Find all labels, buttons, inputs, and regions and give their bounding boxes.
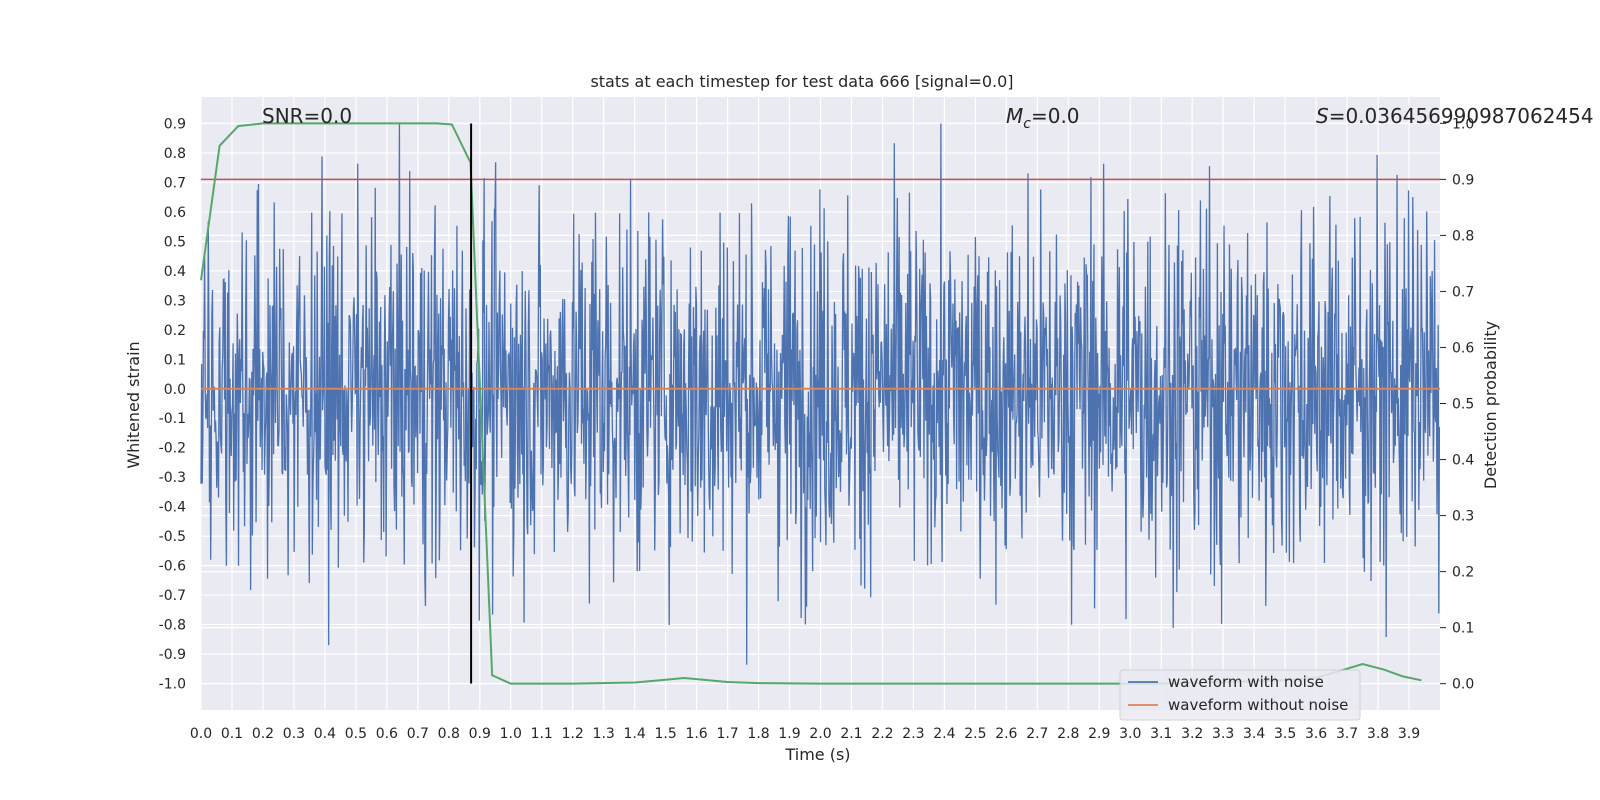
y-tick-label: 0.6 xyxy=(164,205,186,221)
x-tick-label: 2.3 xyxy=(902,726,924,742)
y-tick-label: 0.4 xyxy=(164,264,186,280)
x-tick-label: 1.7 xyxy=(716,726,738,742)
x-tick-label: 3.6 xyxy=(1305,726,1327,742)
legend-label-noise: waveform with noise xyxy=(1168,673,1324,691)
s-value: =0.036456990987062454 xyxy=(1329,104,1594,128)
mc-value: =0.0 xyxy=(1031,104,1080,128)
x-tick-label: 2.1 xyxy=(840,726,862,742)
y2-tick-label: 0.9 xyxy=(1452,172,1474,188)
x-tick-label: 3.3 xyxy=(1212,726,1234,742)
y-tick-label: 0.7 xyxy=(164,175,186,191)
x-tick-label: 2.5 xyxy=(964,726,986,742)
y-tick-label: 0.5 xyxy=(164,234,186,250)
y-tick-label: -0.4 xyxy=(159,500,186,516)
x-tick-label: 0.3 xyxy=(283,726,305,742)
x-tick-label: 0.0 xyxy=(190,726,212,742)
x-tick-label: 1.5 xyxy=(654,726,676,742)
x-tick-label: 1.3 xyxy=(593,726,615,742)
x-tick-label: 3.7 xyxy=(1336,726,1358,742)
x-tick-label: 0.2 xyxy=(252,726,274,742)
legend: waveform with noise waveform without noi… xyxy=(1119,669,1361,721)
x-tick-label: 0.8 xyxy=(438,726,460,742)
x-axis-ticks: 0.0 0.1 0.2 0.3 0.4 0.5 0.6 0.7 0.8 0.9 1.0 1.1 1.2 1… xyxy=(190,726,1420,742)
y-axis-label: Whitened strain xyxy=(124,341,143,468)
y2-tick-label: 0.8 xyxy=(1452,228,1474,244)
x-tick-label: 0.1 xyxy=(221,726,243,742)
x-tick-label: 1.8 xyxy=(747,726,769,742)
y2-tick-label: 0.0 xyxy=(1452,677,1474,693)
x-tick-label: 1.0 xyxy=(500,726,522,742)
x-tick-label: 3.5 xyxy=(1274,726,1296,742)
y-tick-label: 0.9 xyxy=(164,117,186,133)
y-tick-label: -0.2 xyxy=(159,441,186,457)
y2-axis-ticks: 1.0 0.9 0.8 0.7 0.6 0.5 0.4 0.3 0.2 0.1 0.0 xyxy=(1440,116,1474,693)
x-tick-label: 0.4 xyxy=(314,726,336,742)
y2-tick-label: 0.4 xyxy=(1452,453,1474,469)
y-tick-label: -0.9 xyxy=(159,647,186,663)
y2-axis-label: Detection probability xyxy=(1481,321,1500,489)
x-tick-label: 2.2 xyxy=(871,726,893,742)
x-tick-label: 3.2 xyxy=(1181,726,1203,742)
y2-tick-label: 0.2 xyxy=(1452,565,1474,581)
x-tick-label: 2.6 xyxy=(995,726,1017,742)
x-tick-label: 1.1 xyxy=(531,726,553,742)
y-tick-label: 0.0 xyxy=(164,382,186,398)
snr-annotation: SNR=0.0 xyxy=(262,104,352,128)
y-tick-label: 0.8 xyxy=(164,146,186,162)
y2-tick-label: 0.6 xyxy=(1452,340,1474,356)
x-tick-label: 1.2 xyxy=(562,726,584,742)
x-axis-label: Time (s) xyxy=(784,745,850,764)
x-tick-label: 0.5 xyxy=(345,726,367,742)
s-symbol: S xyxy=(1316,104,1329,128)
y-tick-label: -0.5 xyxy=(159,529,186,545)
x-tick-label: 2.9 xyxy=(1088,726,1110,742)
x-tick-label: 2.0 xyxy=(809,726,831,742)
y-tick-label: -0.7 xyxy=(159,588,186,604)
y2-tick-label: 1.0 xyxy=(1452,116,1474,132)
x-tick-label: 3.1 xyxy=(1150,726,1172,742)
chart-title: stats at each timestep for test data 666… xyxy=(590,72,1013,91)
x-tick-label: 0.9 xyxy=(469,726,491,742)
x-tick-label: 3.8 xyxy=(1367,726,1389,742)
x-tick-label: 1.4 xyxy=(624,726,646,742)
y-tick-label: 0.1 xyxy=(164,352,186,368)
x-tick-label: 3.4 xyxy=(1243,726,1265,742)
y-tick-label: -0.6 xyxy=(159,559,186,575)
x-tick-label: 1.6 xyxy=(685,726,707,742)
x-tick-label: 2.7 xyxy=(1026,726,1048,742)
y-tick-label: -0.1 xyxy=(159,411,186,427)
x-tick-label: 1.9 xyxy=(778,726,800,742)
y2-tick-label: 0.3 xyxy=(1452,509,1474,525)
x-tick-label: 2.4 xyxy=(933,726,955,742)
y-tick-label: -0.3 xyxy=(159,470,186,486)
y2-tick-label: 0.7 xyxy=(1452,284,1474,300)
chirp-mass-annotation: Mc=0.0 xyxy=(1006,104,1080,132)
noise-series-line xyxy=(200,123,1441,665)
x-tick-label: 3.0 xyxy=(1119,726,1141,742)
x-tick-label: 0.7 xyxy=(407,726,429,742)
y-tick-label: 0.3 xyxy=(164,293,186,309)
y-axis-ticks: 0.9 0.8 0.7 0.6 0.5 0.4 0.3 0.2 0.1 0.0 -0.1 -0.2 -0… xyxy=(159,117,186,693)
y2-tick-label: 0.1 xyxy=(1452,621,1474,637)
x-tick-label: 3.9 xyxy=(1398,726,1420,742)
y-tick-label: -0.8 xyxy=(159,618,186,634)
y-tick-label: -1.0 xyxy=(159,676,186,692)
legend-frame xyxy=(1119,669,1361,721)
score-annotation: S=0.036456990987062454 xyxy=(1316,104,1594,128)
y-tick-label: 0.2 xyxy=(164,323,186,339)
y2-tick-label: 0.5 xyxy=(1452,397,1474,413)
x-tick-label: 2.8 xyxy=(1057,726,1079,742)
mc-symbol: M xyxy=(1006,104,1023,128)
legend-label-clean: waveform without noise xyxy=(1168,696,1348,714)
x-tick-label: 0.6 xyxy=(376,726,398,742)
mc-subscript: c xyxy=(1023,116,1031,132)
